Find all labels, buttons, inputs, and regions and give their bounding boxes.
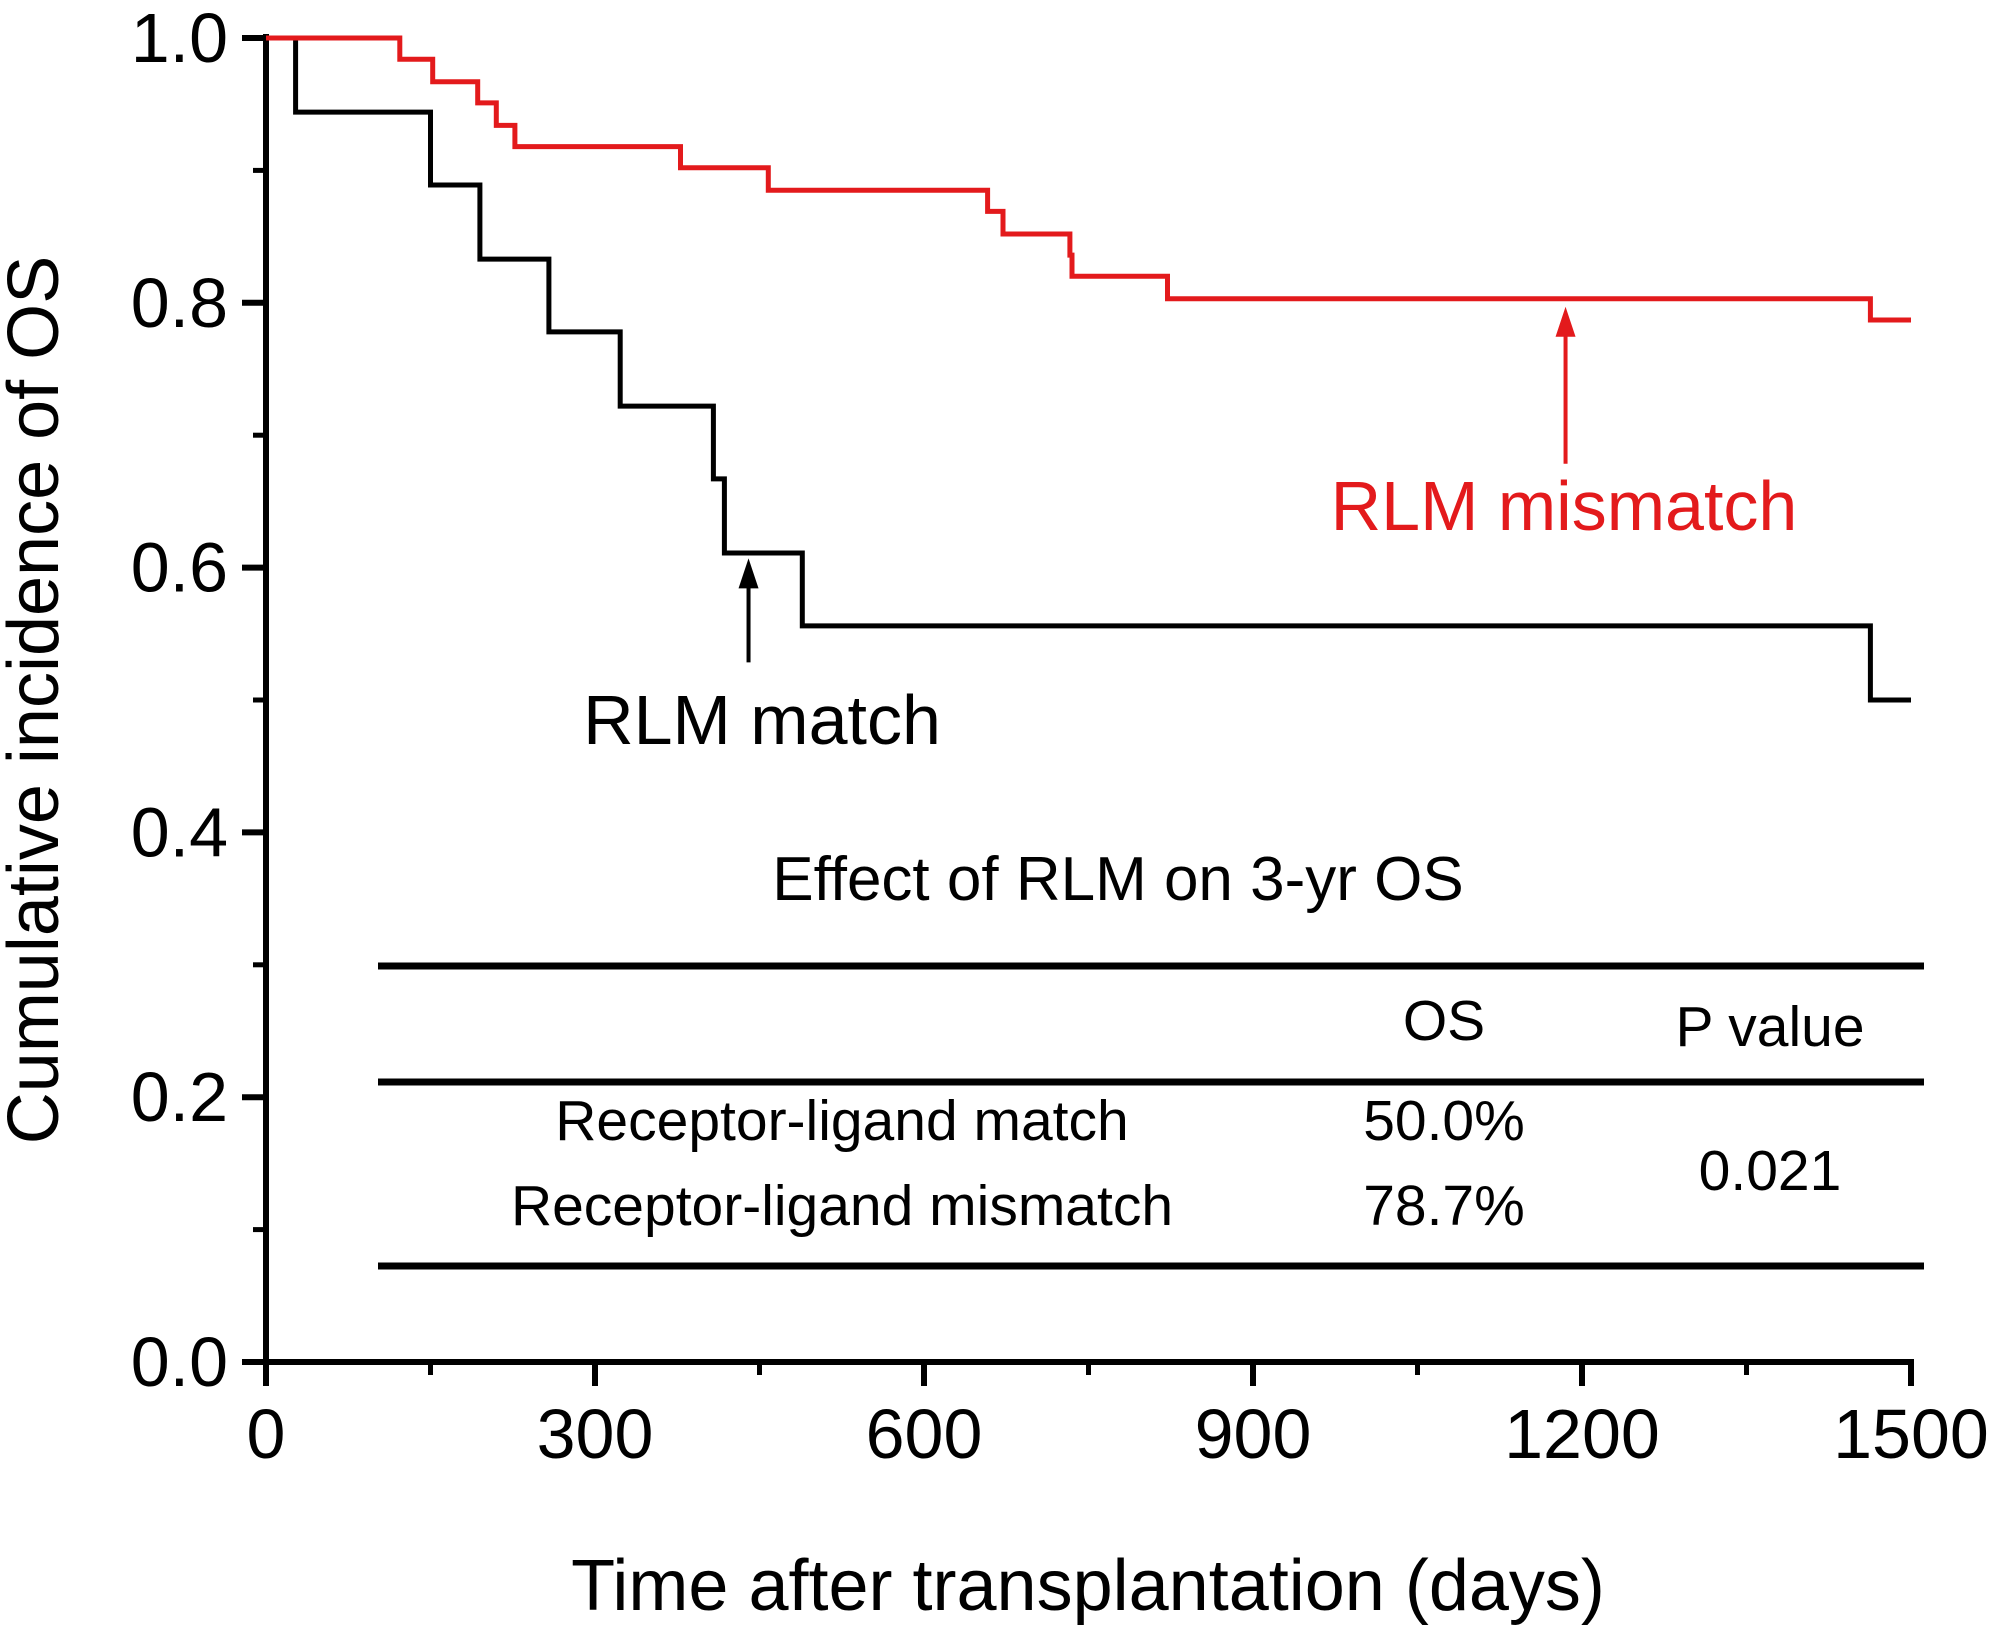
y-tick-label: 0.8 — [131, 264, 228, 342]
series-line-rlm-match — [266, 35, 1911, 703]
inset-table: Effect of RLM on 3-yr OS OS P value Rece… — [378, 845, 1924, 1270]
x-axis-label: Time after transplantation (days) — [571, 1546, 1605, 1626]
table-header-p-value: P value — [1675, 995, 1864, 1059]
x-tick-label: 1200 — [1504, 1395, 1660, 1473]
table-p-value: 0.021 — [1699, 1139, 1842, 1203]
y-axis-label: Cumulative incidence of OS — [0, 256, 74, 1144]
x-tick-label: 900 — [1195, 1395, 1312, 1473]
x-tick-label: 1500 — [1833, 1395, 1989, 1473]
axes: 0 300 600 900 1200 1500 0.0 0.2 0.4 0.6 0.8 1.0 — [131, 0, 1989, 1473]
y-tick-label: 0.6 — [131, 529, 228, 607]
x-tick-label: 300 — [537, 1395, 654, 1473]
y-tick-label: 1.0 — [131, 0, 228, 77]
series-layer — [266, 35, 1911, 703]
table-row-label-match: Receptor-ligand match — [555, 1089, 1128, 1153]
annotation-layer: RLM match RLM mismatch — [583, 306, 1798, 759]
series-label-rlm-mismatch: RLM mismatch — [1331, 467, 1798, 545]
y-tick-label: 0.4 — [131, 793, 228, 871]
series-label-rlm-match: RLM match — [583, 681, 941, 759]
y-tick-label: 0.0 — [131, 1323, 228, 1401]
x-tick-label: 600 — [866, 1395, 983, 1473]
inset-table-title: Effect of RLM on 3-yr OS — [772, 845, 1463, 914]
arrow-head-rlm-mismatch — [1555, 306, 1576, 337]
x-tick-label: 0 — [247, 1395, 286, 1473]
table-row-os-match: 50.0% — [1363, 1089, 1525, 1153]
y-tick-label: 0.2 — [131, 1058, 228, 1136]
table-row-label-mismatch: Receptor-ligand mismatch — [511, 1174, 1173, 1238]
arrow-head-rlm-match — [738, 558, 759, 589]
table-row-os-mismatch: 78.7% — [1363, 1174, 1525, 1238]
series-line-rlm-mismatch — [266, 35, 1911, 323]
table-header-os: OS — [1403, 989, 1485, 1053]
